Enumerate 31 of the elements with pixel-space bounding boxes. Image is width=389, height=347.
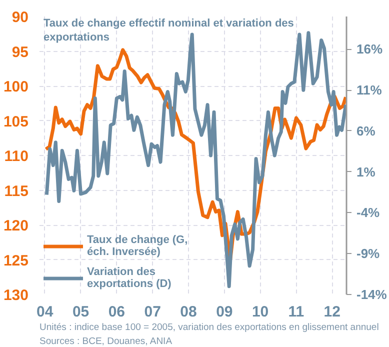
x-tick-label: 10 [252,304,269,320]
y-tick-label: 130 [3,287,29,304]
x-tick-label: 04 [36,304,54,320]
y-tick-label: 110 [4,148,29,165]
text: Unités : indice base 100 = 2005, variation des exportations en glissement annuel [40,322,379,333]
y-tick-label: 115 [4,182,29,200]
x-tick-label: 09 [216,304,233,320]
y2-tick-label: 6% [356,123,376,138]
text: Taux de change effectif nominal et variation des exportations [44,18,294,44]
x-tick-label: 08 [180,304,197,320]
y2-tick-label: 1% [356,164,376,180]
y-tick-label: 125 [3,252,29,270]
source-note: Sources : BCE, Douanes, ANIA [40,336,173,347]
y-tick-label: 90 [12,9,29,26]
x-tick-label: 06 [108,304,126,320]
y-tick-label: 105 [3,113,29,130]
y2-tick-label: 16% [356,42,383,57]
legend-label: Variation des exportations (D) [87,266,172,290]
y2-tick-label: -4% [356,205,380,220]
legend-label: Taux de change (G, éch. Inversée) [87,234,188,258]
y2-tick-label: -9% [356,246,380,262]
y2-tick-label: 11% [356,82,382,98]
x-tick-label: 05 [72,304,90,320]
y-tick-label: 100 [3,78,29,96]
y-tick-label: 120 [3,218,29,234]
x-tick-label: 07 [144,304,161,320]
y-tick-label: 95 [12,44,29,61]
line-series [44,31,346,288]
x-tick-label: 11 [288,304,304,320]
y2-tick-label: -14% [356,287,388,302]
x-tick-label: 12 [324,304,340,320]
